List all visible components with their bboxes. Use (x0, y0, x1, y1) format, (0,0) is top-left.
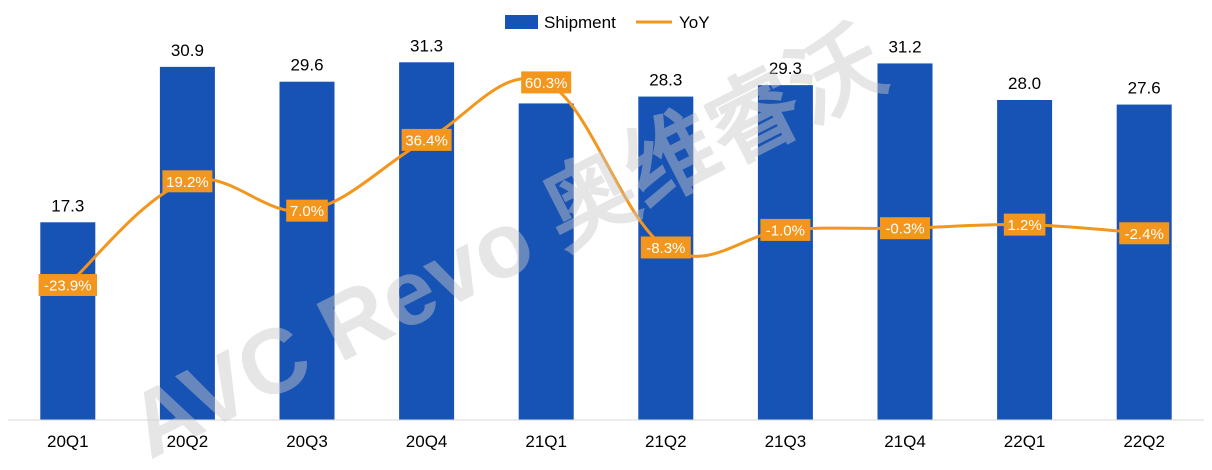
yoy-label-text-20Q4: 36.4% (405, 132, 448, 149)
yoy-label-text-20Q2: 19.2% (166, 174, 209, 191)
yoy-label-box-22Q1 (1003, 213, 1046, 236)
legend-swatch-shipment (505, 15, 538, 29)
yoy-line (66, 76, 1145, 287)
yoy-label-box-20Q4 (401, 128, 452, 151)
bar-value-label-21Q2: 28.3 (649, 71, 682, 90)
bar-21Q4 (877, 63, 933, 421)
yoy-label-21Q4: -0.3% (880, 217, 930, 240)
category-label-20Q4: 20Q4 (406, 432, 448, 451)
bar-20Q3 (279, 81, 335, 420)
yoy-label-21Q1: 60.3% (521, 71, 572, 94)
category-label-21Q2: 21Q2 (645, 432, 687, 451)
category-label-20Q1: 20Q1 (47, 432, 89, 451)
yoy-label-text-21Q4: -0.3% (885, 221, 924, 238)
yoy-label-box-20Q3 (286, 199, 328, 222)
category-label-21Q4: 21Q4 (884, 432, 926, 451)
yoy-label-20Q2: 19.2% (162, 170, 213, 193)
bar-value-label-21Q3: 29.3 (769, 59, 802, 78)
yoy-line-layer (66, 76, 1145, 287)
bar-22Q1 (997, 100, 1053, 420)
bar-value-label-20Q4: 31.3 (410, 36, 443, 55)
yoy-label-text-21Q3: -1.0% (766, 222, 805, 239)
legend: Shipment YoY (505, 13, 710, 32)
yoy-labels: -23.9% 19.2% 7.0% 36.4% 60.3% -8.3% -1.0% -0.3%… (38, 71, 1170, 297)
yoy-label-box-21Q3 (760, 218, 811, 241)
yoy-label-21Q2: -8.3% (640, 236, 691, 259)
yoy-label-20Q4: 36.4% (401, 128, 452, 151)
bar-value-label-22Q1: 28.0 (1008, 74, 1041, 93)
yoy-label-text-20Q1: -23.9% (44, 278, 92, 295)
bar-value-label-20Q3: 29.6 (290, 56, 323, 75)
bar-value-label-22Q2: 27.6 (1128, 79, 1161, 98)
bar-value-label-20Q1: 17.3 (51, 196, 84, 215)
yoy-label-text-22Q2: -2.4% (1125, 226, 1164, 243)
bar-value-label-21Q4: 31.2 (888, 37, 921, 56)
yoy-label-box-21Q2 (640, 236, 691, 259)
bar-20Q1 (40, 222, 96, 420)
yoy-label-22Q2: -2.4% (1119, 222, 1170, 245)
yoy-label-box-21Q4 (880, 217, 930, 240)
bar-21Q1 (518, 103, 574, 420)
yoy-label-20Q1: -23.9% (38, 274, 97, 297)
category-labels: 20Q1 20Q2 20Q3 20Q4 21Q1 21Q2 21Q3 21Q4 22Q1 22Q2 (47, 432, 1165, 451)
yoy-label-box-20Q2 (162, 170, 213, 193)
yoy-label-text-22Q1: 1.2% (1007, 217, 1041, 234)
category-label-20Q2: 20Q2 (167, 432, 209, 451)
yoy-label-20Q3: 7.0% (286, 199, 328, 222)
bar-20Q4 (399, 62, 455, 421)
category-label-21Q1: 21Q1 (525, 432, 567, 451)
yoy-label-text-20Q3: 7.0% (290, 203, 324, 220)
yoy-label-text-21Q1: 60.3% (525, 75, 568, 92)
category-label-22Q2: 22Q2 (1123, 432, 1165, 451)
legend-label-yoy: YoY (679, 13, 710, 32)
yoy-label-box-22Q2 (1119, 222, 1170, 245)
bar-value-label-20Q2: 30.9 (171, 41, 204, 60)
category-label-22Q1: 22Q1 (1004, 432, 1046, 451)
category-label-21Q3: 21Q3 (765, 432, 807, 451)
yoy-label-box-21Q1 (521, 71, 572, 94)
bar-21Q3 (757, 85, 813, 421)
yoy-label-21Q3: -1.0% (760, 218, 811, 241)
yoy-label-22Q1: 1.2% (1003, 213, 1046, 236)
yoy-label-box-20Q1 (38, 274, 97, 297)
category-label-20Q3: 20Q3 (286, 432, 328, 451)
yoy-label-text-21Q2: -8.3% (646, 240, 685, 257)
legend-label-shipment: Shipment (544, 13, 616, 32)
bar-20Q2 (159, 66, 215, 420)
bar-22Q2 (1116, 104, 1172, 421)
